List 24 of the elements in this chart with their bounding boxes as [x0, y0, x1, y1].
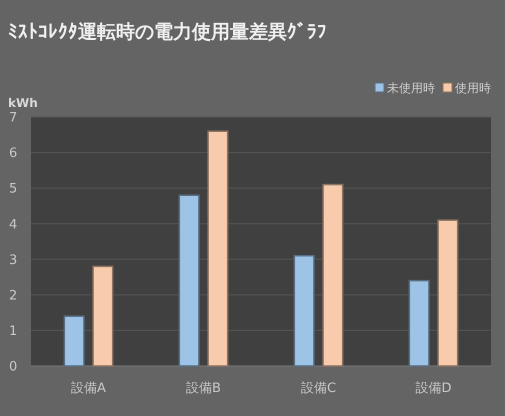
bar: [207, 130, 228, 367]
bar: [322, 184, 344, 367]
y-tick-label: 5: [9, 182, 18, 197]
y-tick-label: 2: [9, 288, 18, 304]
y-tick-label: 4: [9, 217, 18, 232]
bar: [294, 254, 315, 367]
y-axis-title: kWh: [8, 96, 38, 110]
y-tick-label: 3: [9, 252, 18, 268]
legend-label: 未使用時: [387, 81, 435, 95]
bar: [408, 280, 430, 367]
y-tick-label: 1: [9, 324, 18, 339]
x-tick-label: 設備C: [300, 381, 336, 396]
bar: [178, 194, 200, 367]
x-tick-label: 設備A: [71, 381, 106, 396]
chart-title: ﾐｽﾄｺﾚｸﾀ運転時の電力使用量差異ｸﾞﾗﾌ: [8, 21, 327, 43]
bar: [437, 219, 458, 367]
y-tick-label: 7: [9, 110, 18, 126]
bar: [92, 266, 114, 367]
x-tick-label: 設備D: [415, 381, 452, 396]
legend-label: 使用時: [455, 81, 491, 95]
x-tick-label: 設備B: [186, 381, 221, 396]
bar: [64, 315, 85, 367]
y-tick-label: 6: [9, 146, 18, 162]
y-tick-label: 0: [9, 360, 18, 375]
